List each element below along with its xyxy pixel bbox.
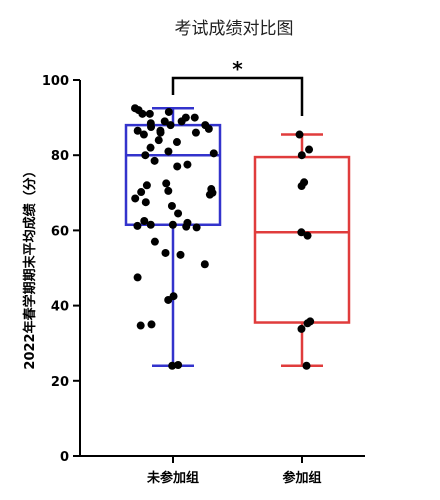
data-point — [145, 109, 154, 118]
data-point — [166, 121, 175, 130]
data-point — [137, 188, 146, 197]
y-tick-label: 100 — [42, 74, 69, 89]
data-point — [141, 198, 150, 207]
data-point — [183, 218, 192, 227]
data-point — [303, 231, 312, 240]
data-point — [140, 217, 149, 225]
data-point — [168, 361, 177, 370]
significance-annotation: * — [171, 57, 304, 116]
data-point — [172, 138, 181, 147]
data-point — [133, 273, 142, 282]
data-point — [156, 126, 165, 135]
data-point — [146, 143, 155, 152]
data-point — [191, 128, 200, 137]
y-tick-label: 60 — [51, 224, 69, 239]
data-point — [200, 260, 209, 269]
data-point — [139, 130, 148, 139]
y-tick-label: 20 — [51, 375, 69, 390]
data-point — [169, 292, 178, 301]
data-point — [174, 209, 183, 218]
data-point — [183, 160, 192, 169]
data-point — [300, 178, 309, 187]
y-tick-label: 0 — [60, 450, 69, 465]
data-point — [181, 113, 190, 122]
axes: 0 20 40 60 80 100 — [42, 74, 365, 465]
data-point — [136, 321, 145, 330]
data-point — [133, 221, 142, 230]
data-point — [146, 220, 155, 229]
data-point — [173, 162, 182, 171]
data-point — [297, 151, 306, 160]
data-point — [209, 149, 218, 158]
data-point — [168, 220, 177, 229]
data-point — [201, 121, 210, 130]
data-point — [295, 130, 304, 139]
data-point — [141, 151, 150, 160]
data-point — [297, 228, 306, 237]
data-point — [146, 119, 155, 128]
data-point — [154, 136, 163, 145]
data-point — [192, 223, 201, 232]
data-point — [133, 126, 142, 135]
data-point — [150, 156, 159, 165]
data-point — [164, 147, 173, 156]
data-point — [297, 324, 306, 333]
chart-title: 考试成绩对比图 — [175, 19, 294, 39]
data-point — [306, 317, 315, 326]
data-point — [160, 117, 169, 126]
x-category-label: 参加组 — [282, 470, 321, 486]
y-axis-label: 2022年春学期期末平均成绩（分） — [22, 164, 38, 369]
significance-label: * — [232, 57, 243, 81]
data-point — [147, 320, 156, 329]
data-point — [167, 201, 176, 210]
data-point — [174, 361, 183, 370]
data-point — [176, 250, 185, 259]
data-point — [161, 248, 170, 257]
data-point — [302, 361, 311, 370]
data-point — [142, 181, 151, 190]
data-point — [131, 194, 140, 203]
data-point — [164, 186, 173, 195]
y-tick-label: 40 — [51, 300, 69, 315]
data-point — [150, 237, 159, 246]
data-point — [207, 185, 216, 194]
significance-bracket — [171, 76, 304, 116]
box-group: 未参加组 参加组 — [124, 104, 351, 486]
data-point — [305, 145, 314, 154]
data-point — [162, 179, 171, 188]
x-category-label: 未参加组 — [146, 470, 199, 486]
y-tick-label: 80 — [51, 149, 69, 164]
data-point — [164, 107, 173, 116]
data-point — [131, 104, 140, 113]
data-point — [190, 113, 199, 122]
